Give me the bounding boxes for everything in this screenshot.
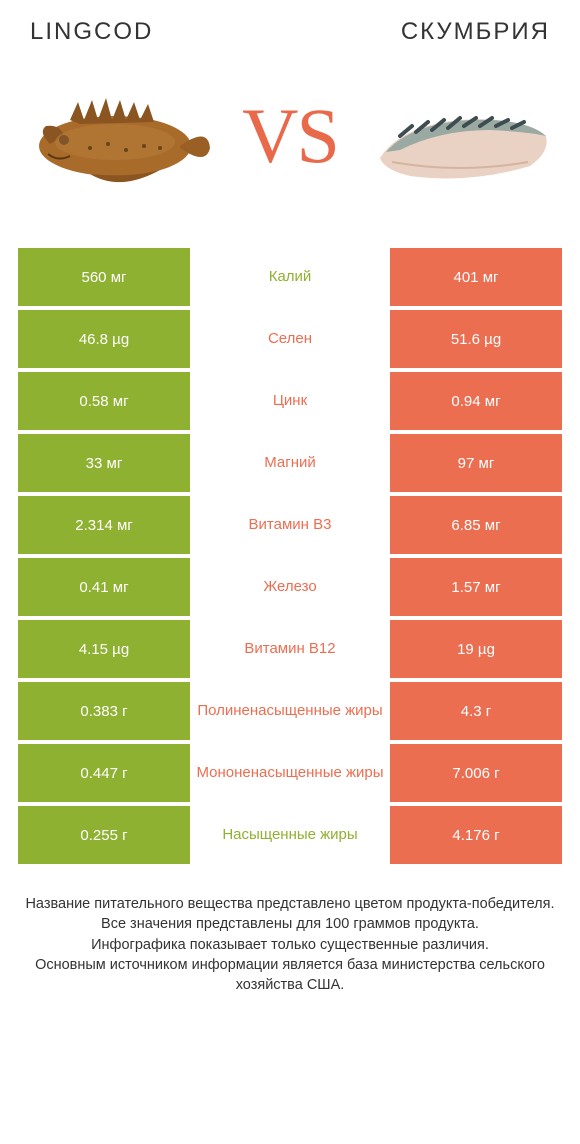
nutrient-label: Цинк: [190, 372, 390, 430]
table-row: 4.15 µgВитамин B1219 µg: [18, 620, 562, 678]
left-value-cell: 0.41 мг: [18, 558, 190, 616]
table-row: 46.8 µgСелен51.6 µg: [18, 310, 562, 368]
left-value-cell: 0.255 г: [18, 806, 190, 864]
table-row: 0.255 гНасыщенные жиры4.176 г: [18, 806, 562, 864]
table-row: 0.41 мгЖелезо1.57 мг: [18, 558, 562, 616]
nutrient-label: Селен: [190, 310, 390, 368]
right-value-cell: 19 µg: [390, 620, 562, 678]
left-value-cell: 33 мг: [18, 434, 190, 492]
left-value-cell: 46.8 µg: [18, 310, 190, 368]
table-row: 2.314 мгВитамин B36.85 мг: [18, 496, 562, 554]
footer-line-4: Основным источником информации является …: [22, 955, 558, 996]
nutrient-label: Насыщенные жиры: [190, 806, 390, 864]
left-value-cell: 2.314 мг: [18, 496, 190, 554]
right-value-cell: 401 мг: [390, 248, 562, 306]
table-row: 33 мгМагний97 мг: [18, 434, 562, 492]
footer-line-2: Все значения представлены для 100 граммо…: [22, 914, 558, 934]
footer-line-1: Название питательного вещества представл…: [22, 894, 558, 914]
left-title: Lingcod: [30, 18, 153, 46]
vs-label: VS: [242, 91, 338, 181]
right-value-cell: 4.3 г: [390, 682, 562, 740]
right-image: [360, 66, 560, 206]
nutrient-label: Калий: [190, 248, 390, 306]
nutrient-label: Магний: [190, 434, 390, 492]
footer-notes: Название питательного вещества представл…: [0, 868, 580, 995]
right-value-cell: 97 мг: [390, 434, 562, 492]
left-value-cell: 0.447 г: [18, 744, 190, 802]
left-image: [20, 66, 220, 206]
right-value-cell: 0.94 мг: [390, 372, 562, 430]
mackerel-fillet-icon: [360, 66, 560, 206]
header: Lingcod Скумбрия: [0, 0, 580, 46]
left-value-cell: 0.383 г: [18, 682, 190, 740]
table-row: 0.383 гПолиненасыщенные жиры4.3 г: [18, 682, 562, 740]
left-value-cell: 0.58 мг: [18, 372, 190, 430]
right-value-cell: 4.176 г: [390, 806, 562, 864]
nutrient-label: Мононенасыщенные жиры: [190, 744, 390, 802]
lingcod-fish-icon: [20, 66, 220, 206]
left-value-cell: 4.15 µg: [18, 620, 190, 678]
comparison-table: 560 мгКалий401 мг46.8 µgСелен51.6 µg0.58…: [0, 236, 580, 864]
table-row: 0.58 мгЦинк0.94 мг: [18, 372, 562, 430]
nutrient-label: Полиненасыщенные жиры: [190, 682, 390, 740]
images-row: VS: [0, 46, 580, 236]
left-value-cell: 560 мг: [18, 248, 190, 306]
nutrient-label: Железо: [190, 558, 390, 616]
table-row: 560 мгКалий401 мг: [18, 248, 562, 306]
right-value-cell: 7.006 г: [390, 744, 562, 802]
nutrient-label: Витамин B12: [190, 620, 390, 678]
footer-line-3: Инфографика показывает только существенн…: [22, 935, 558, 955]
right-value-cell: 6.85 мг: [390, 496, 562, 554]
nutrient-label: Витамин B3: [190, 496, 390, 554]
right-title: Скумбрия: [401, 18, 550, 46]
right-value-cell: 1.57 мг: [390, 558, 562, 616]
table-row: 0.447 гМононенасыщенные жиры7.006 г: [18, 744, 562, 802]
right-value-cell: 51.6 µg: [390, 310, 562, 368]
